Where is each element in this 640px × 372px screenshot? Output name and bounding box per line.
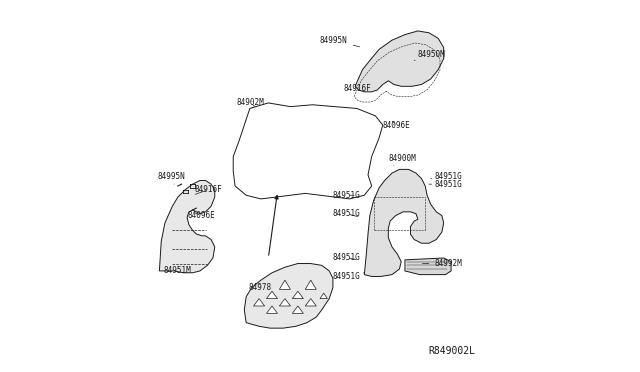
- Polygon shape: [355, 31, 444, 92]
- Text: 84096E: 84096E: [187, 211, 215, 220]
- Polygon shape: [280, 280, 291, 289]
- Polygon shape: [280, 299, 291, 306]
- Text: 84916F: 84916F: [195, 185, 222, 194]
- Text: 84992M: 84992M: [422, 259, 462, 268]
- Text: 84951G: 84951G: [333, 209, 361, 218]
- Text: 84978: 84978: [248, 283, 271, 292]
- Polygon shape: [244, 263, 333, 328]
- Polygon shape: [159, 180, 215, 273]
- Text: 84951G: 84951G: [333, 191, 361, 200]
- Polygon shape: [305, 280, 316, 289]
- Text: 84900M: 84900M: [388, 154, 416, 166]
- Polygon shape: [266, 306, 278, 313]
- Text: 84916F: 84916F: [344, 84, 372, 93]
- Polygon shape: [364, 169, 444, 276]
- Text: 84902M: 84902M: [237, 99, 265, 108]
- Text: 84995N: 84995N: [157, 172, 186, 184]
- Text: 84096E: 84096E: [383, 121, 410, 129]
- Polygon shape: [320, 293, 328, 299]
- Text: 84951G: 84951G: [333, 253, 361, 263]
- Text: 84951M: 84951M: [163, 266, 191, 275]
- Text: 84951G: 84951G: [431, 172, 462, 181]
- Polygon shape: [266, 291, 278, 299]
- Polygon shape: [292, 306, 303, 313]
- Polygon shape: [305, 299, 316, 306]
- Polygon shape: [253, 299, 264, 306]
- Polygon shape: [405, 258, 451, 275]
- Text: 84951G: 84951G: [429, 180, 462, 189]
- Text: R849002L: R849002L: [428, 346, 475, 356]
- Polygon shape: [292, 291, 303, 299]
- Text: 84995N: 84995N: [320, 36, 360, 47]
- Text: 84950M: 84950M: [414, 51, 445, 61]
- Text: 84951G: 84951G: [333, 272, 364, 281]
